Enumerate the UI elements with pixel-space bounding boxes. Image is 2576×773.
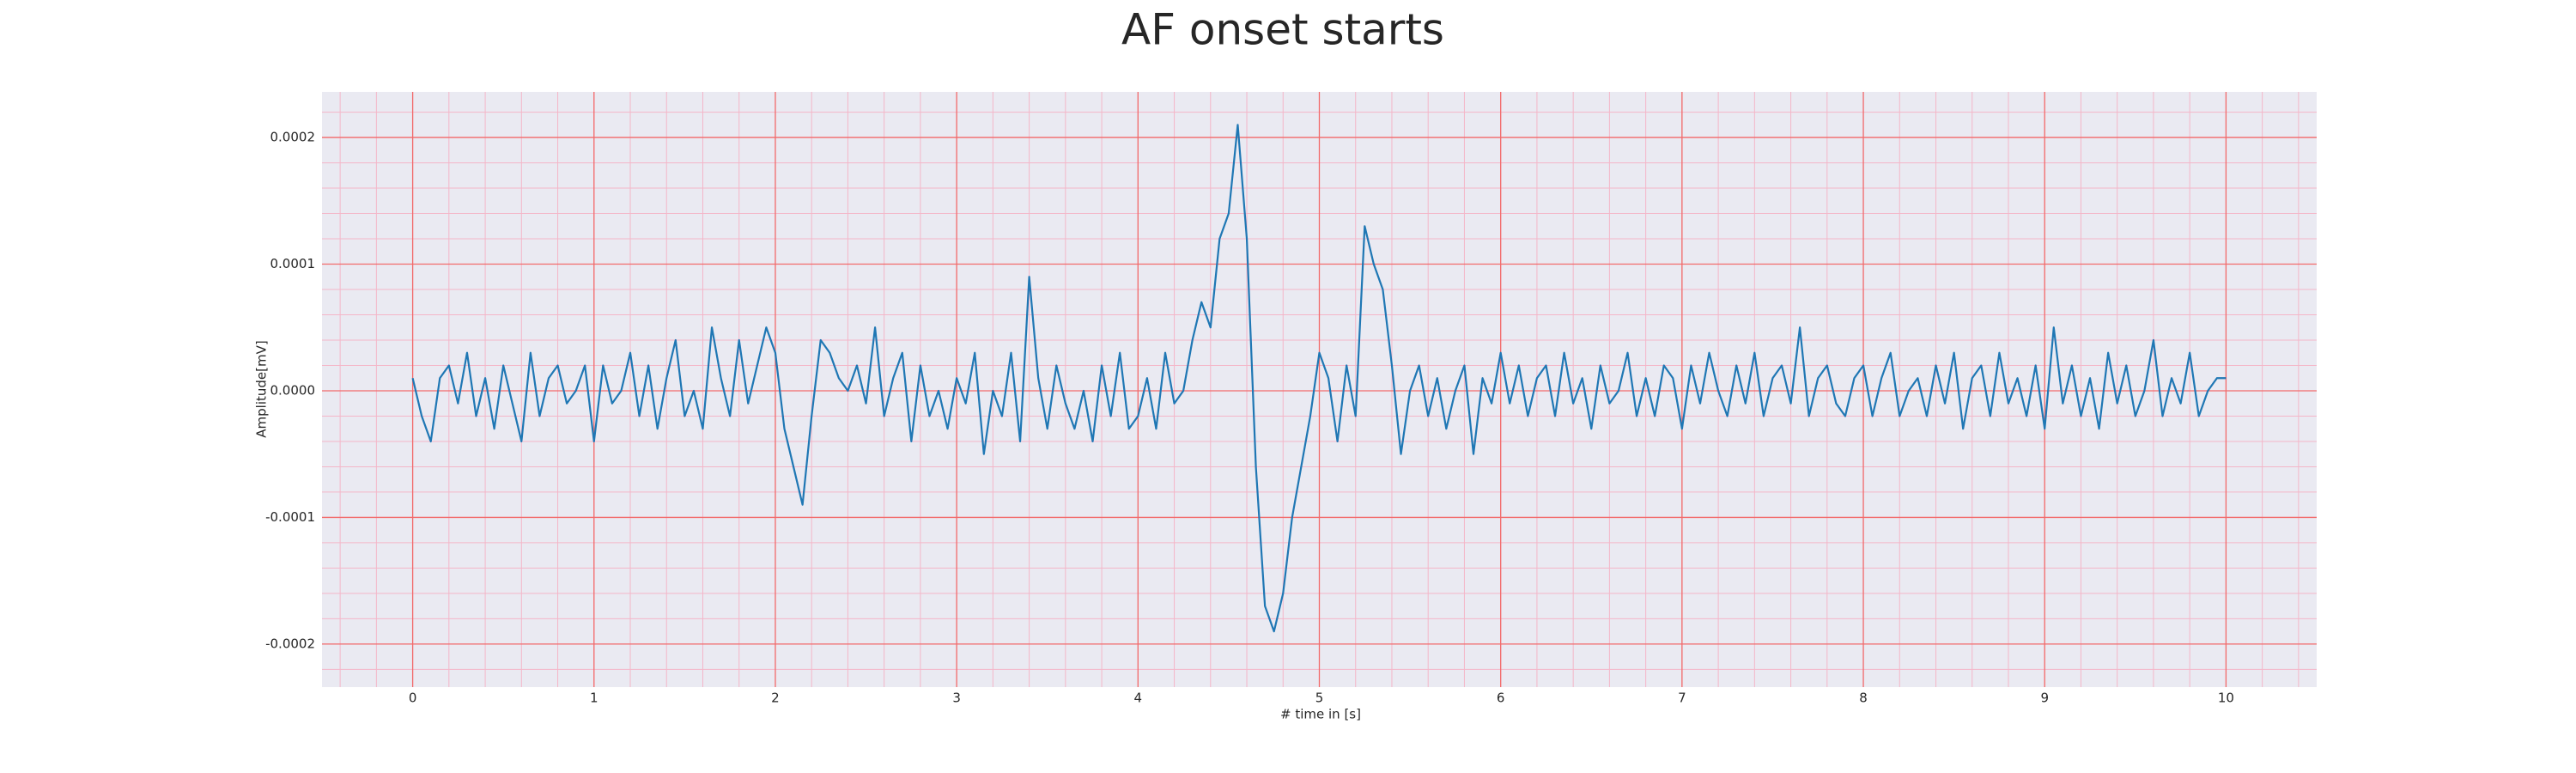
y-tick-label: -0.0001 xyxy=(265,509,315,525)
line-series xyxy=(411,124,2227,633)
x-tick-label: 4 xyxy=(1134,691,1143,706)
y-tick-label: 0.0002 xyxy=(270,130,316,145)
y-tick-label: 0.0000 xyxy=(270,382,316,398)
x-tick-label: 2 xyxy=(771,691,780,706)
x-tick-label: 6 xyxy=(1497,691,1505,706)
x-tick-label: 9 xyxy=(2040,691,2049,706)
chart-title: AF onset starts xyxy=(1121,5,1444,55)
x-tick-label: 10 xyxy=(2218,691,2234,706)
y-tick-label: -0.0002 xyxy=(265,636,315,651)
x-tick-label: 3 xyxy=(952,691,961,706)
x-tick-label: 8 xyxy=(1859,691,1868,706)
x-tick-label: 5 xyxy=(1315,691,1324,706)
marks xyxy=(411,124,2227,633)
y-tick-label: 0.0001 xyxy=(270,256,316,271)
x-tick-label: 0 xyxy=(409,691,417,706)
x-tick-label: 7 xyxy=(1678,691,1686,706)
grid xyxy=(322,92,2317,687)
y-axis-label: Amplitude[mV] xyxy=(254,340,270,437)
labels: 0 1 2 3 4 5 6 7 8 9 10 -0.0002 -0.0001 0.0000 0.0001 0.… xyxy=(265,130,2234,706)
x-axis-label: # time in [s] xyxy=(1280,707,1361,722)
x-tick-label: 1 xyxy=(590,691,598,706)
